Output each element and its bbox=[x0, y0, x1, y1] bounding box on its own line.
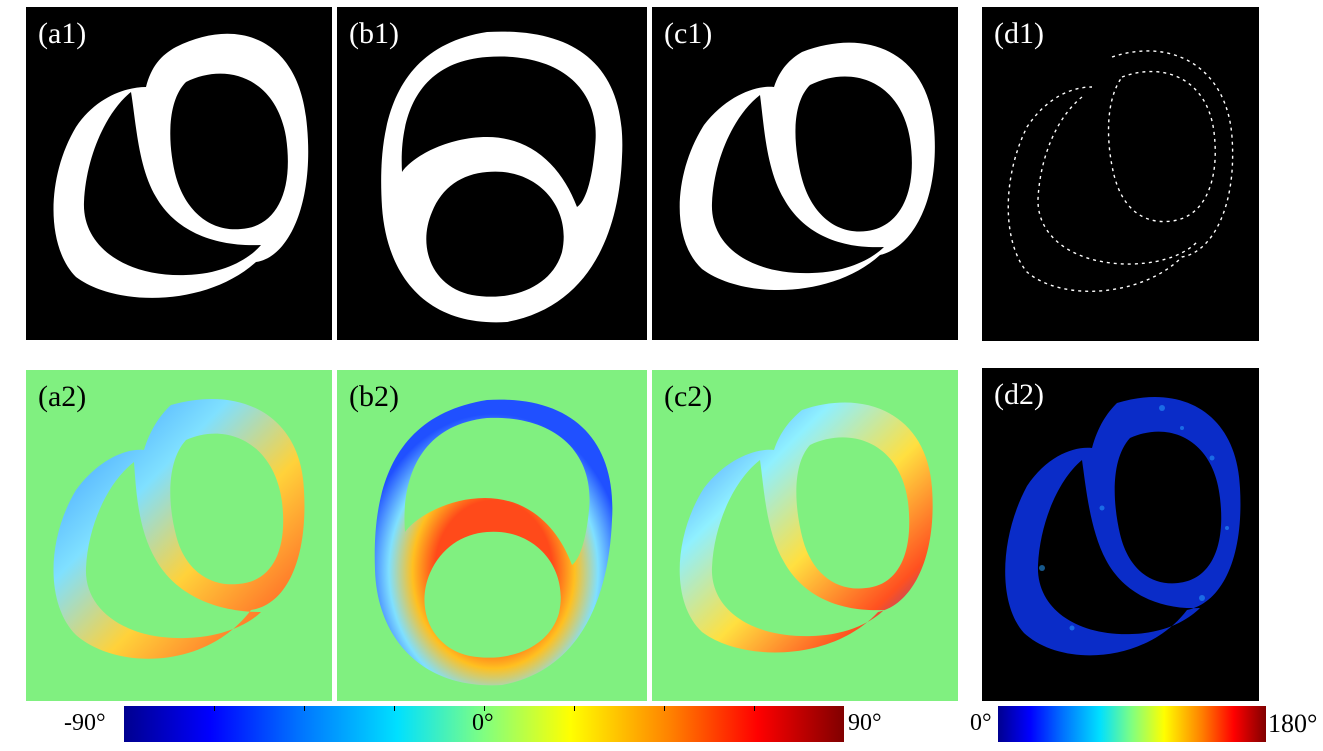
edge-difference-d1-image bbox=[1007, 50, 1234, 292]
colorbar-angle bbox=[124, 706, 844, 742]
panel-b2-label: (b2) bbox=[349, 380, 399, 413]
panel-c1: (c1) bbox=[652, 7, 958, 340]
colorbar-angle-tick bbox=[394, 706, 395, 711]
orientation-map-c2-image bbox=[679, 402, 933, 653]
panel-d1-label: (d1) bbox=[994, 17, 1044, 50]
colorbar-angle-tick bbox=[754, 706, 755, 711]
mask-b1-image bbox=[381, 31, 623, 323]
mask-a1-image bbox=[53, 33, 309, 298]
colorbar-angle-tick bbox=[214, 706, 215, 711]
mask-c1-image bbox=[679, 42, 935, 290]
colorbar-diff-max-label: 180° bbox=[1268, 709, 1318, 738]
panel-b1-label: (b1) bbox=[349, 17, 399, 50]
panel-a2-label: (a2) bbox=[38, 380, 87, 413]
orientation-map-a2-image bbox=[53, 398, 305, 659]
angle-difference-d2-image bbox=[1005, 396, 1241, 656]
colorbar-diff bbox=[998, 706, 1266, 742]
panel-a1: (a1) bbox=[26, 7, 332, 340]
panel-c1-label: (c1) bbox=[664, 17, 713, 50]
panel-a1-label: (a1) bbox=[38, 17, 87, 50]
colorbar-angle-tick bbox=[484, 706, 485, 711]
panel-b2: (b2) bbox=[337, 370, 647, 701]
colorbar-diff-min-label: 0° bbox=[970, 710, 992, 736]
colorbar-angle-tick bbox=[574, 706, 575, 711]
panel-d2-label: (d2) bbox=[994, 378, 1044, 411]
panel-a2: (a2) bbox=[26, 370, 332, 701]
colorbar-angle-tick bbox=[664, 706, 665, 711]
colorbar-angle-min-label: -90° bbox=[64, 710, 106, 736]
colorbar-angle-max-label: 90° bbox=[848, 710, 882, 736]
panel-c2-label: (c2) bbox=[664, 380, 713, 413]
panel-d1: (d1) bbox=[982, 7, 1259, 341]
colorbar-angle-tick bbox=[304, 706, 305, 711]
panel-d2: (d2) bbox=[982, 368, 1259, 701]
panel-b1: (b1) bbox=[337, 7, 647, 340]
colorbar-angle-mid-label: 0° bbox=[472, 710, 494, 736]
orientation-map-b2-image bbox=[374, 399, 613, 686]
panel-c2: (c2) bbox=[652, 370, 958, 701]
